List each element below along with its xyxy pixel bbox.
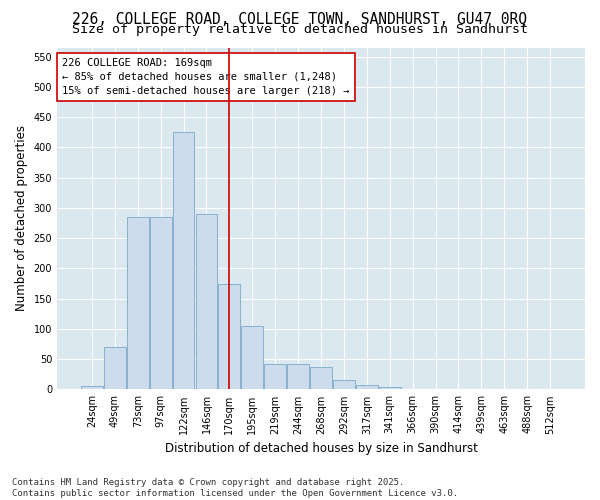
Bar [81, 386, 103, 390]
Text: 226, COLLEGE ROAD, COLLEGE TOWN, SANDHURST, GU47 0RQ: 226, COLLEGE ROAD, COLLEGE TOWN, SANDHUR… [73, 12, 527, 28]
Bar [265, 364, 286, 390]
Bar [196, 214, 217, 390]
Bar [402, 389, 424, 390]
Bar [493, 389, 515, 390]
Text: Contains HM Land Registry data © Crown copyright and database right 2025.
Contai: Contains HM Land Registry data © Crown c… [12, 478, 458, 498]
Text: 226 COLLEGE ROAD: 169sqm
← 85% of detached houses are smaller (1,248)
15% of sem: 226 COLLEGE ROAD: 169sqm ← 85% of detach… [62, 58, 350, 96]
Y-axis label: Number of detached properties: Number of detached properties [15, 126, 28, 312]
X-axis label: Distribution of detached houses by size in Sandhurst: Distribution of detached houses by size … [164, 442, 478, 455]
Bar [356, 385, 378, 390]
Bar [379, 387, 401, 390]
Bar [127, 217, 149, 390]
Bar [104, 347, 126, 390]
Bar [241, 326, 263, 390]
Bar [310, 367, 332, 390]
Bar [150, 217, 172, 390]
Bar [539, 389, 561, 390]
Text: Size of property relative to detached houses in Sandhurst: Size of property relative to detached ho… [72, 22, 528, 36]
Bar [333, 380, 355, 390]
Bar [287, 364, 309, 390]
Bar [218, 284, 240, 390]
Bar [173, 132, 194, 390]
